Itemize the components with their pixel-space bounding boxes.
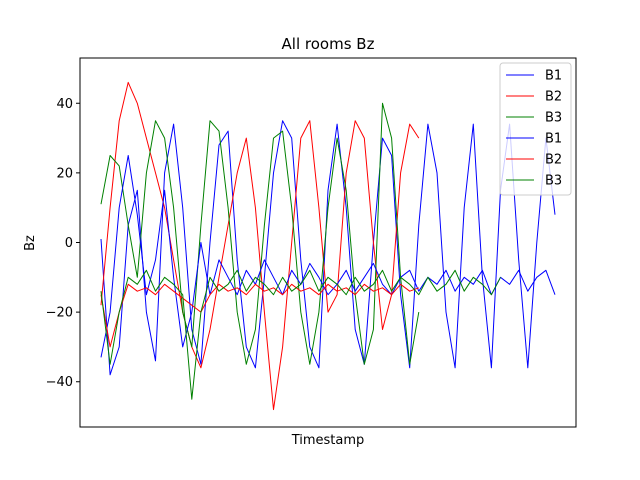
legend-label: B3 <box>545 174 562 189</box>
legend-label: B1 <box>545 132 562 147</box>
y-axis: 40 20 0 −20 −40 <box>46 97 80 390</box>
legend-label: B2 <box>545 153 562 168</box>
series-line-b3-6 <box>100 269 501 400</box>
legend-label: B2 <box>545 90 562 105</box>
series-line-b2-5 <box>100 283 419 348</box>
series-line-b1-1 <box>100 120 556 376</box>
legend-label: B3 <box>545 111 562 126</box>
legend: B1 B2 B3 B1 B2 B3 <box>499 62 572 196</box>
chart-title: All rooms Bz <box>282 35 375 53</box>
series-line-b2-2 <box>100 81 420 411</box>
y-tick-label: −20 <box>46 306 73 321</box>
x-axis-label: Timestamp <box>291 433 365 448</box>
series-line-b3-3 <box>100 102 420 365</box>
y-tick-label: 0 <box>65 236 73 251</box>
y-tick-label: −40 <box>46 375 73 390</box>
y-axis-label: Bz <box>23 235 38 251</box>
legend-label: B1 <box>545 69 562 84</box>
y-tick-label: 20 <box>56 166 73 181</box>
plot-lines <box>100 81 556 411</box>
series-line-b1-4 <box>100 155 556 358</box>
y-tick-label: 40 <box>56 97 73 112</box>
